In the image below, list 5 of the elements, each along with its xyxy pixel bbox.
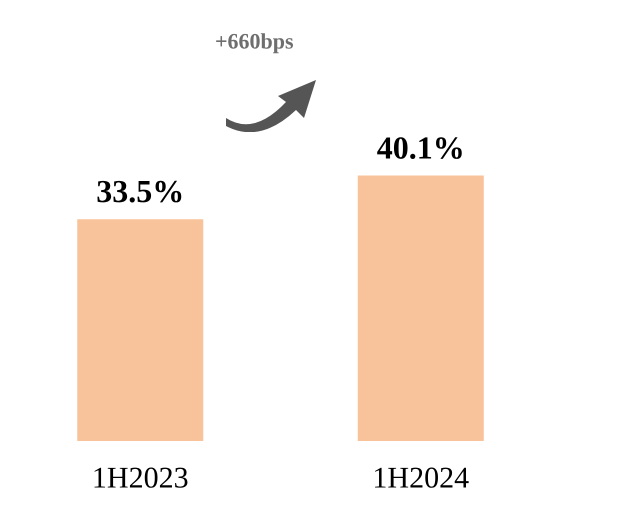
text: +660bps [215, 28, 294, 54]
x-tick-label: 1H2023 [92, 462, 189, 494]
x-tick-label: 1H2024 [372, 462, 470, 494]
data-label: 33.5% [96, 173, 184, 210]
data-label: 40.1% [376, 130, 465, 166]
